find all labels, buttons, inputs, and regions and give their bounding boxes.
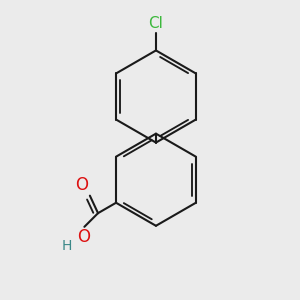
- Text: O: O: [75, 176, 88, 194]
- Text: Cl: Cl: [148, 16, 164, 31]
- Text: O: O: [77, 228, 90, 246]
- Text: H: H: [62, 239, 73, 253]
